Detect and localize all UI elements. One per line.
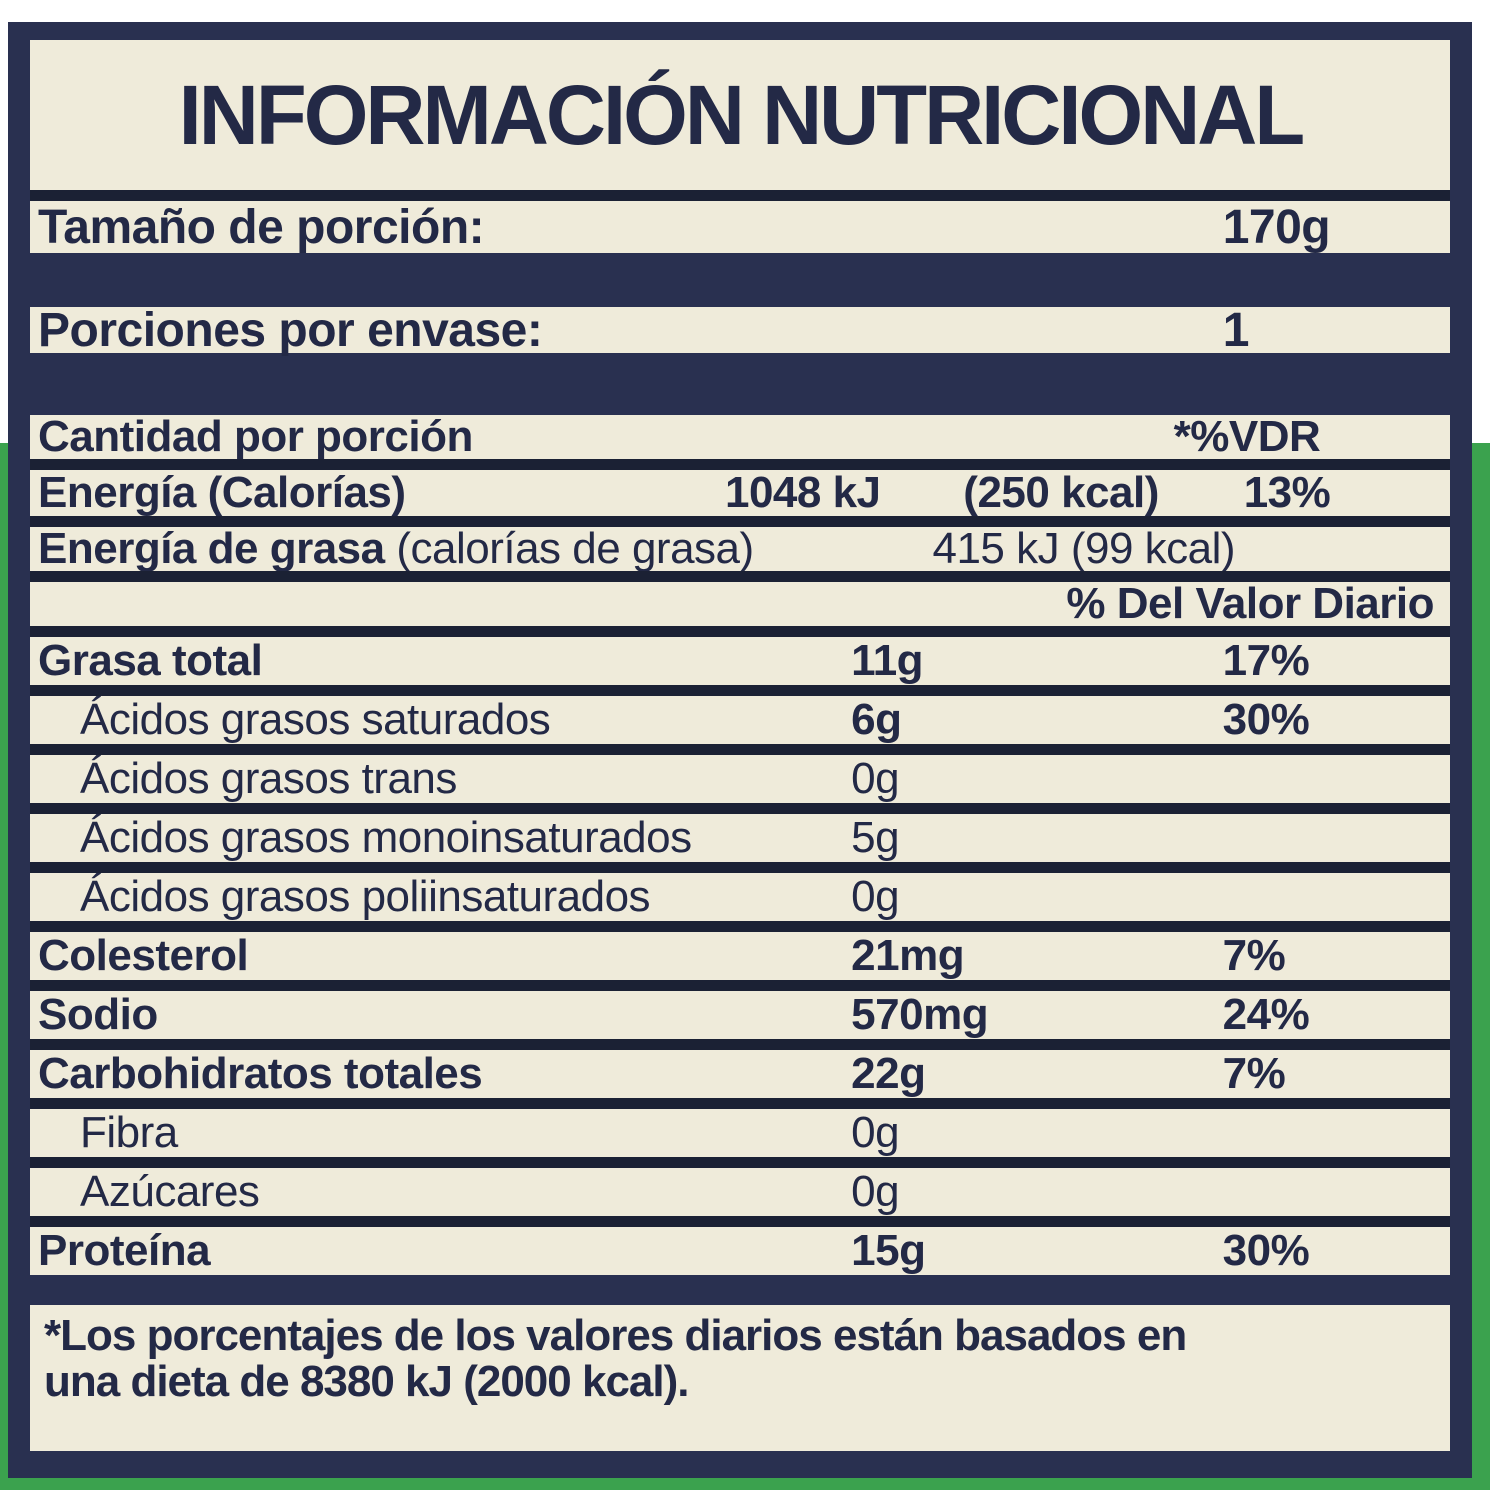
nutrient-row-saturated-fat: Ácidos grasos saturados 6g 30%	[30, 695, 1450, 744]
energy-kcal-value: (250 kcal)	[963, 468, 1159, 517]
nutrient-amount: 0g	[851, 872, 900, 921]
serving-size-row: Tamaño de porción: 170g	[30, 200, 1450, 254]
separator-rule	[30, 803, 1450, 814]
nutrient-name: Fibra	[80, 1108, 178, 1157]
energy-row: Energía (Calorías) 1048 kJ (250 kcal) 13…	[30, 468, 1450, 517]
separator-rule	[30, 744, 1450, 755]
nutrient-name: Ácidos grasos saturados	[80, 695, 551, 744]
energy-from-fat-label-bold: Energía de grasa	[38, 524, 385, 573]
nutrient-name: Grasa total	[38, 636, 263, 685]
nutrient-daily-value: 30%	[1222, 1226, 1310, 1275]
nutrient-daily-value: 7%	[1222, 931, 1286, 980]
separator-rule	[30, 516, 1450, 527]
nutrient-row-total-carbohydrate: Carbohidratos totales 22g 7%	[30, 1049, 1450, 1098]
nutrient-amount: 570mg	[851, 990, 989, 1039]
energy-from-fat-label-note: (calorías de grasa)	[396, 524, 754, 573]
footnote-line-2: una dieta de 8380 kJ (2000 kcal).	[44, 1356, 690, 1406]
nutrient-name: Ácidos grasos monoinsaturados	[80, 813, 692, 862]
nutrient-name: Ácidos grasos trans	[80, 754, 457, 803]
servings-per-container-value: 1	[1222, 303, 1250, 357]
nutrient-row-total-fat: Grasa total 11g 17%	[30, 636, 1450, 685]
separator-rule	[30, 862, 1450, 873]
separator-rule	[30, 626, 1450, 637]
nutrient-daily-value: 30%	[1222, 695, 1310, 744]
nutrition-facts-label: INFORMACIÓN NUTRICIONAL Tamaño de porció…	[8, 22, 1472, 1478]
nutrient-name: Sodio	[38, 990, 158, 1039]
nutrient-row-protein: Proteína 15g 30%	[30, 1226, 1450, 1275]
energy-from-fat-value: 415 kJ (99 kcal)	[932, 524, 1236, 573]
separator-rule	[30, 571, 1450, 582]
energy-kj-value: 1048 kJ	[724, 468, 881, 517]
nutrient-name: Ácidos grasos poliinsaturados	[80, 872, 651, 921]
servings-per-container-row: Porciones por envase: 1	[30, 304, 1450, 357]
footnote-line-1: *Los porcentajes de los valores diarios …	[44, 1311, 1187, 1360]
separator-rule	[30, 921, 1450, 932]
servings-per-container-label: Porciones por envase:	[38, 303, 543, 357]
nutrient-amount: 0g	[851, 1108, 900, 1157]
separator-rule	[30, 1039, 1450, 1050]
energy-from-fat-label: Energía de grasa (calorías de grasa)	[38, 524, 932, 574]
separator-rule	[30, 1157, 1450, 1168]
separator-rule	[30, 980, 1450, 991]
separator-rule	[30, 1098, 1450, 1109]
title-box: INFORMACIÓN NUTRICIONAL	[30, 40, 1450, 190]
nutrient-name: Carbohidratos totales	[38, 1049, 483, 1098]
nutrient-amount: 11g	[851, 636, 924, 685]
nutrient-amount: 6g	[851, 695, 902, 744]
energy-from-fat-row: Energía de grasa (calorías de grasa) 415…	[30, 524, 1450, 574]
nutrient-daily-value: 24%	[1222, 990, 1310, 1039]
nutrient-amount: 0g	[851, 1167, 900, 1216]
nutrient-row-trans-fat: Ácidos grasos trans 0g	[30, 754, 1450, 803]
label-title: INFORMACIÓN NUTRICIONAL	[178, 67, 1305, 162]
footnote-box: *Los porcentajes de los valores diarios …	[30, 1305, 1450, 1451]
separator-band	[30, 353, 1450, 415]
separator-rule	[30, 685, 1450, 696]
separator-rule	[30, 190, 1450, 201]
separator-rule	[30, 1216, 1450, 1227]
nutrient-daily-value: 7%	[1222, 1049, 1286, 1098]
nutrient-row-cholesterol: Colesterol 21mg 7%	[30, 931, 1450, 980]
nutrient-name: Proteína	[38, 1226, 211, 1275]
separator-rule	[30, 459, 1450, 470]
amount-per-serving-header-row: Cantidad por porción *%VDR	[30, 412, 1450, 461]
nutrient-row-sugars: Azúcares 0g	[30, 1167, 1450, 1216]
separator-band	[30, 1275, 1450, 1305]
nutrient-amount: 22g	[851, 1049, 926, 1098]
serving-size-label: Tamaño de porción:	[38, 200, 485, 254]
nutrient-row-fiber: Fibra 0g	[30, 1108, 1450, 1157]
nutrient-amount: 15g	[851, 1226, 926, 1275]
nutrient-amount: 0g	[851, 754, 900, 803]
energy-label: Energía (Calorías)	[38, 468, 406, 517]
nutrient-daily-value: 17%	[1222, 636, 1310, 685]
nutrient-name: Azúcares	[80, 1167, 260, 1216]
nutrient-row-sodium: Sodio 570mg 24%	[30, 990, 1450, 1039]
nutrient-amount: 21mg	[851, 931, 965, 980]
daily-value-header-row: % Del Valor Diario	[30, 579, 1450, 628]
energy-daily-value: 13%	[1243, 468, 1331, 517]
nutrient-row-monounsaturated-fat: Ácidos grasos monoinsaturados 5g	[30, 813, 1450, 862]
nutrient-row-polyunsaturated-fat: Ácidos grasos poliinsaturados 0g	[30, 872, 1450, 921]
vdr-column-header: *%VDR	[1173, 412, 1321, 461]
daily-value-header-label: % Del Valor Diario	[1066, 579, 1434, 628]
nutrient-name: Colesterol	[38, 931, 249, 980]
amount-per-serving-label: Cantidad por porción	[38, 412, 473, 461]
serving-size-value: 170g	[1222, 200, 1331, 254]
nutrient-amount: 5g	[851, 813, 900, 862]
separator-band	[30, 253, 1450, 307]
